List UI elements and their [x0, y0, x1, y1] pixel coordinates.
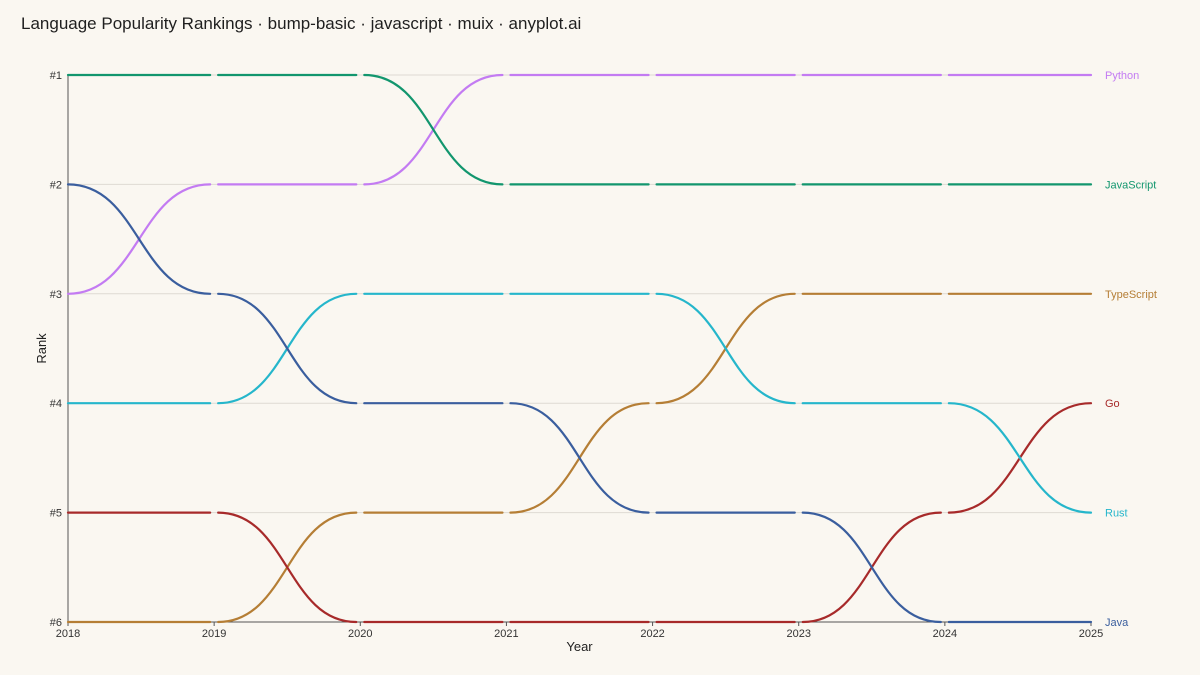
x-tick-label: 2022	[640, 628, 664, 640]
x-axis-title: Year	[566, 639, 593, 654]
series-end-label: JavaScript	[1105, 179, 1156, 191]
x-tick-label: 2019	[202, 628, 226, 640]
chart-title: Language Popularity Rankings · bump-basi…	[21, 14, 582, 33]
series-end-label: TypeScript	[1105, 289, 1157, 301]
series-segment	[66, 183, 212, 295]
y-axis-title: Rank	[34, 333, 49, 364]
x-tick-label: 2020	[348, 628, 372, 640]
series-segment	[947, 402, 1093, 514]
series-java	[66, 183, 1093, 624]
y-tick-label: #5	[50, 508, 62, 520]
series-lines	[66, 73, 1093, 624]
grid-lines	[68, 74, 1091, 623]
series-end-label: Go	[1105, 398, 1120, 410]
x-tick-label: 2025	[1079, 628, 1103, 640]
series-end-label: Rust	[1105, 508, 1128, 520]
series-segment	[363, 73, 504, 186]
x-tick-label: 2023	[786, 628, 810, 640]
y-tick-label: #4	[50, 398, 62, 410]
series-labels: Python JavaScript TypeScript Go Rust Java	[1105, 70, 1157, 629]
y-tick-label: #6	[50, 617, 62, 629]
series-segment	[655, 292, 796, 405]
series-end-label: Java	[1105, 617, 1129, 629]
x-tick-label: 2018	[56, 628, 80, 640]
y-tick-label: #1	[50, 70, 62, 82]
y-tick-label: #3	[50, 289, 62, 301]
x-tick-label: 2021	[494, 628, 518, 640]
series-segment	[509, 402, 650, 514]
series-javascript	[66, 73, 1093, 186]
series-segment	[217, 511, 358, 624]
series-end-label: Python	[1105, 70, 1139, 82]
series-segment	[801, 511, 942, 624]
x-tick-label: 2024	[933, 628, 957, 640]
series-segment	[217, 292, 358, 405]
y-tick-label: #2	[50, 179, 62, 191]
